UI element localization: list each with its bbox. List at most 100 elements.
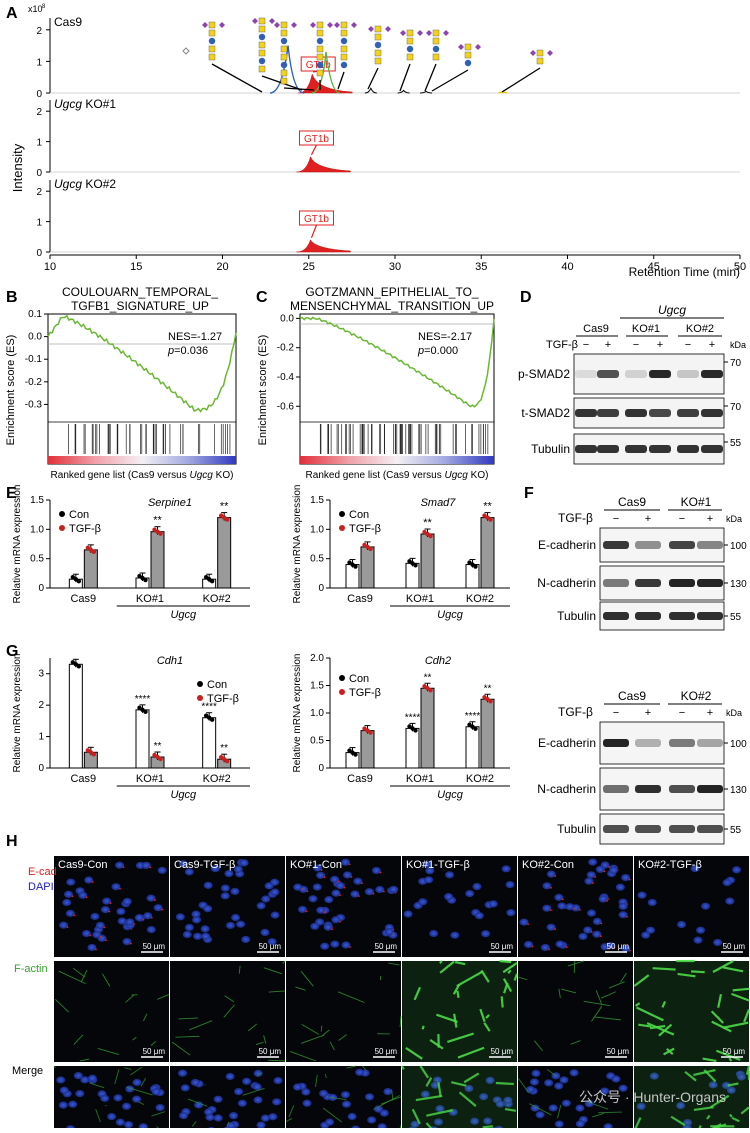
blot-band (625, 409, 647, 417)
micrograph-column-label: KO#1-TGF-β (406, 859, 470, 871)
trace-1-ytick: 0 (36, 89, 42, 100)
gsea-b-ytick: 0.1 (28, 309, 42, 320)
bar-plot-gene: Cdh2 (425, 655, 451, 667)
glycan-structure-icon (368, 26, 391, 64)
gsea-c-pvalue: p=0.000 (417, 345, 458, 357)
scale-bar-label: 50 μm (143, 1047, 166, 1056)
panel-c: C GOTZMANN_EPITHELIAL_TO_ MENSENCHYMAL_T… (256, 285, 494, 481)
legend-con-marker (339, 511, 345, 517)
data-point (353, 752, 357, 756)
gsea-b-title-1: COULOUARN_TEMPORAL_ (62, 285, 218, 299)
gsea-b-ytick: 0.0 (28, 332, 42, 343)
western-d-row-label: t-SMAD2 (521, 406, 570, 420)
bar-plot-ytick: 0 (318, 763, 324, 774)
western-d-sign: − (583, 339, 589, 351)
western-d-gene: Ugcg (658, 303, 686, 317)
western-f-marker: 100 (730, 739, 747, 750)
bar-plot-ytick: 2 (38, 700, 44, 711)
panel-a-xtick: 20 (216, 261, 228, 273)
data-point (413, 563, 417, 567)
western-f-row-label: E-cadherin (538, 736, 596, 750)
western-d-marker: 70 (730, 402, 742, 413)
panel-letter-b: B (6, 289, 18, 306)
panel-a-xtick: 15 (130, 261, 142, 273)
panel-d: D Ugcg Cas9 KO#1 KO#2 TGF-β −+−+−+ kDa p… (518, 289, 746, 464)
legend-con: Con (349, 509, 369, 521)
glycan-structure-icon (252, 18, 275, 72)
trace-2-label: Ugcg KO#1 (54, 97, 116, 111)
legend-con: Con (349, 673, 369, 685)
blot-band (697, 825, 723, 833)
data-point (210, 718, 214, 722)
bar-tgf (421, 688, 434, 768)
blot-band (669, 612, 695, 620)
western-f-sign: − (613, 707, 619, 719)
western-d-row-label: Tubulin (531, 442, 570, 456)
blot-band (635, 541, 661, 549)
glycan-structure-icon (334, 22, 357, 68)
blot-band (677, 370, 699, 378)
panel-a-xtick: 30 (389, 261, 401, 273)
western-d-kda: kDa (730, 340, 746, 350)
bar-plot-ytick: 0 (318, 583, 324, 594)
bar-plot-group: KO#1 (406, 593, 434, 605)
watermark: 公众号 · Hunter-Organs (579, 1089, 726, 1105)
glycan-arrow (338, 72, 344, 89)
bar-con (406, 728, 419, 768)
blot-band (597, 409, 619, 417)
trace-3-ytick: 1 (36, 218, 42, 229)
western-f-sign: + (707, 513, 713, 525)
scale-bar-label: 50 μm (723, 1047, 746, 1056)
data-point (92, 752, 96, 756)
row-label-factin: F-actin (14, 963, 48, 975)
gsea-b-title-2: TGFB1_SIGNATURE_UP (71, 299, 209, 313)
gsea-c-ytick: -0.4 (277, 372, 295, 383)
bar-plot-ytick: 1.5 (310, 495, 324, 506)
blot-band (625, 370, 647, 378)
western-d-sign: + (709, 339, 715, 351)
micrograph-tile: 50 μm (402, 961, 517, 1062)
glycan-arrow (432, 70, 468, 91)
data-point (488, 517, 492, 521)
blot-band (603, 785, 629, 793)
bar-plot-ytick: 0.5 (310, 736, 324, 747)
western-f-tgf-label: TGF-β (558, 511, 593, 525)
row-label-merge: Merge (12, 1065, 43, 1077)
legend-tgf-marker (59, 525, 65, 531)
bar-plot-ytick: 1.5 (310, 681, 324, 692)
micrograph-tile: 50 μm (54, 961, 169, 1062)
blot-band (625, 445, 647, 453)
data-point (225, 517, 229, 521)
gsea-b-pvalue: p=0.036 (167, 345, 208, 357)
western-f-sign: − (679, 513, 685, 525)
blot-band (649, 370, 671, 378)
micrograph-column-label: KO#2-TGF-β (638, 859, 702, 871)
bar-tgf (361, 731, 374, 768)
gsea-c-title-1: GOTZMANN_EPITHELIAL_TO_ (305, 285, 478, 299)
western-d-sign: + (605, 339, 611, 351)
minor-peak (365, 88, 377, 93)
blot-band (635, 825, 661, 833)
western-f-kda: kDa (726, 708, 742, 718)
data-point (210, 579, 214, 583)
data-point (488, 699, 492, 703)
western-f-sign: + (707, 707, 713, 719)
blot-band (669, 579, 695, 587)
bar-plot-ytick: 0 (38, 583, 44, 594)
blot-band (669, 825, 695, 833)
bar-tgf (84, 550, 97, 588)
blot-band (635, 612, 661, 620)
micrograph-tile: 50 μm (170, 1066, 285, 1128)
minor-peak (398, 90, 410, 93)
micrograph-column-label: Cas9-TGF-β (174, 859, 235, 871)
glycan-structure-icon (530, 50, 553, 64)
